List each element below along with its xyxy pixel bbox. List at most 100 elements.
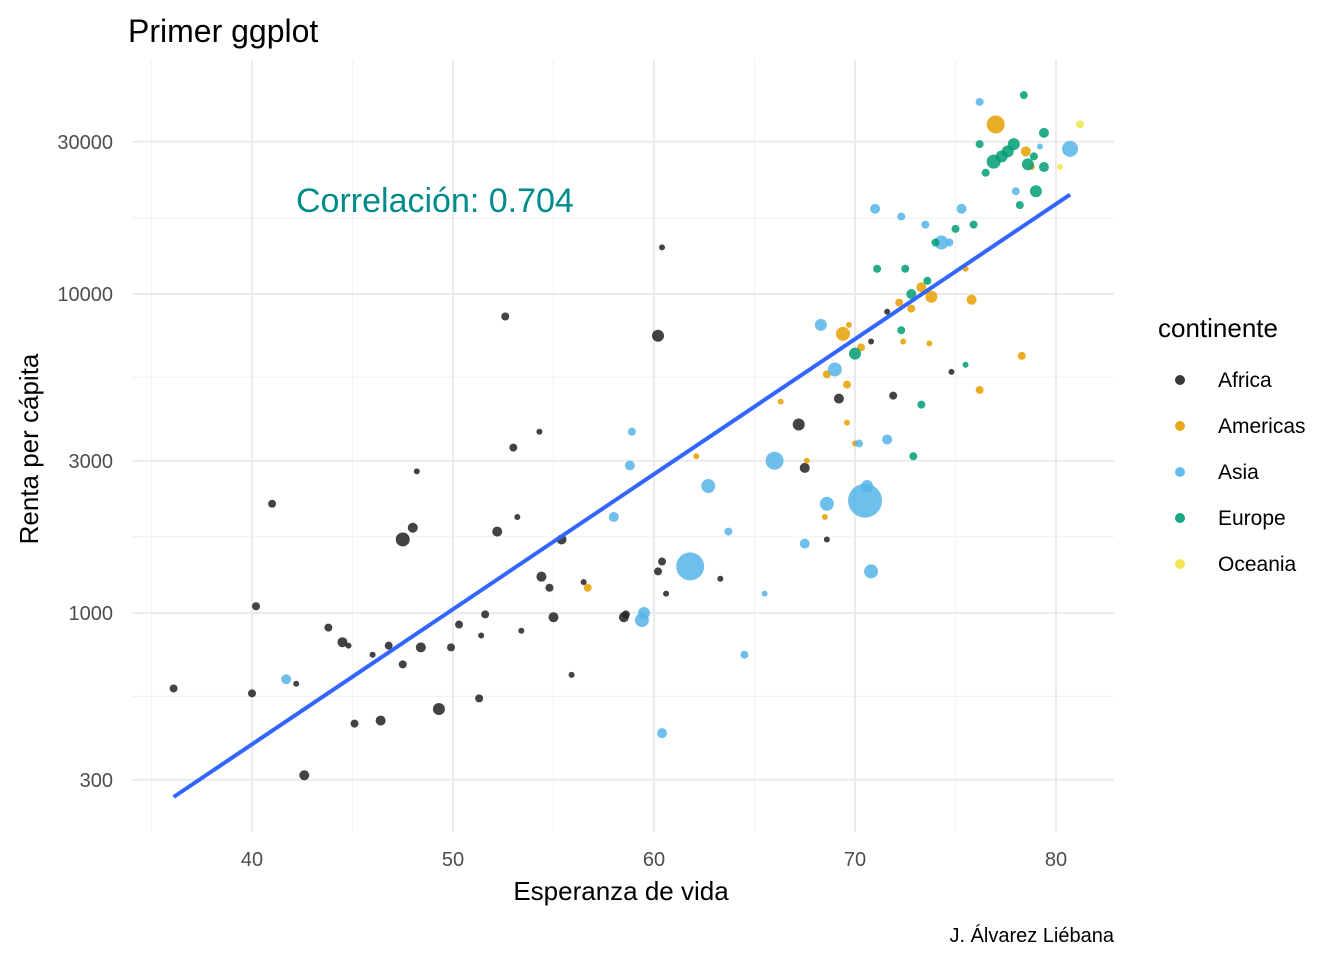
point-asia bbox=[956, 203, 967, 214]
x-tick-label: 80 bbox=[1045, 849, 1067, 871]
point-asia bbox=[657, 728, 668, 739]
point-asia bbox=[855, 439, 864, 448]
point-africa bbox=[509, 443, 518, 452]
point-americas bbox=[777, 398, 784, 405]
point-asia bbox=[740, 650, 749, 659]
point-africa bbox=[415, 642, 426, 653]
point-asia bbox=[864, 564, 879, 579]
y-tick-label: 300 bbox=[80, 770, 113, 792]
point-africa bbox=[407, 522, 418, 533]
point-africa bbox=[481, 610, 490, 619]
point-europe bbox=[1021, 158, 1034, 171]
point-africa bbox=[652, 329, 665, 342]
point-americas bbox=[966, 294, 977, 305]
point-africa bbox=[884, 308, 891, 315]
point-africa bbox=[659, 244, 666, 251]
point-asia bbox=[608, 511, 619, 522]
point-africa bbox=[345, 642, 352, 649]
point-africa bbox=[658, 557, 667, 566]
point-americas bbox=[1017, 351, 1026, 360]
point-asia bbox=[624, 460, 635, 471]
point-asia bbox=[637, 607, 650, 619]
point-africa bbox=[299, 770, 310, 781]
point-africa bbox=[455, 620, 464, 629]
point-asia bbox=[934, 235, 949, 250]
point-africa bbox=[792, 418, 805, 431]
point-asia bbox=[627, 427, 636, 436]
point-africa bbox=[475, 694, 484, 703]
point-oceania bbox=[1076, 120, 1085, 129]
point-asia bbox=[848, 483, 883, 518]
y-tick-label: 10000 bbox=[57, 284, 113, 306]
point-africa bbox=[545, 583, 554, 592]
point-americas bbox=[821, 513, 828, 520]
point-asia bbox=[1011, 187, 1020, 196]
point-africa bbox=[833, 393, 844, 404]
point-africa bbox=[337, 637, 348, 648]
point-asia bbox=[1062, 140, 1079, 157]
point-asia bbox=[870, 203, 881, 214]
point-africa bbox=[375, 715, 386, 726]
point-europe bbox=[909, 452, 918, 461]
point-europe bbox=[1029, 152, 1038, 161]
point-asia bbox=[814, 318, 827, 331]
point-europe bbox=[923, 276, 932, 285]
point-asia bbox=[897, 212, 906, 221]
point-africa bbox=[654, 567, 663, 576]
legend-label-asia: Asia bbox=[1218, 461, 1259, 484]
point-africa bbox=[518, 627, 525, 634]
legend-items: Africa Americas Asia Europe Oceania bbox=[1175, 369, 1306, 576]
point-africa bbox=[823, 536, 830, 543]
x-axis-ticks: 40 50 60 70 80 bbox=[241, 849, 1067, 871]
x-tick-label: 70 bbox=[844, 849, 866, 871]
y-tick-label: 3000 bbox=[69, 451, 114, 473]
point-europe bbox=[969, 220, 978, 229]
chart-title: Primer ggplot bbox=[128, 13, 318, 49]
point-africa bbox=[395, 532, 410, 547]
point-africa bbox=[350, 719, 359, 728]
point-europe bbox=[901, 264, 910, 273]
point-asia bbox=[1036, 143, 1043, 150]
x-tick-label: 60 bbox=[643, 849, 665, 871]
point-europe bbox=[906, 289, 917, 299]
point-asia bbox=[975, 97, 984, 106]
point-africa bbox=[514, 513, 521, 520]
point-asia bbox=[861, 480, 874, 493]
point-americas bbox=[975, 386, 984, 395]
point-americas bbox=[693, 453, 700, 460]
point-africa bbox=[948, 368, 955, 375]
point-americas bbox=[900, 338, 907, 345]
point-europe bbox=[897, 326, 906, 335]
point-europe bbox=[849, 347, 861, 360]
point-europe bbox=[1015, 201, 1024, 210]
point-americas bbox=[843, 419, 850, 426]
point-africa bbox=[868, 338, 875, 345]
point-africa bbox=[536, 571, 547, 582]
point-africa bbox=[492, 526, 503, 537]
point-asia bbox=[799, 538, 810, 549]
point-europe bbox=[975, 140, 984, 149]
point-africa bbox=[501, 312, 510, 321]
point-europe bbox=[1038, 162, 1049, 173]
point-americas bbox=[803, 457, 810, 464]
point-asia bbox=[676, 552, 705, 581]
legend-key-europe bbox=[1175, 513, 1185, 523]
caption: J. Álvarez Liébana bbox=[949, 924, 1114, 947]
x-tick-label: 40 bbox=[241, 849, 263, 871]
x-tick-label: 50 bbox=[442, 849, 464, 871]
point-africa bbox=[252, 602, 261, 611]
point-americas bbox=[1020, 146, 1031, 157]
grid bbox=[132, 60, 1114, 832]
point-europe bbox=[981, 168, 990, 177]
point-europe bbox=[1019, 91, 1028, 100]
point-africa bbox=[799, 462, 810, 473]
trend-line bbox=[172, 192, 1072, 799]
point-americas bbox=[895, 298, 904, 307]
point-asia bbox=[882, 434, 893, 445]
point-africa bbox=[268, 499, 277, 508]
point-asia bbox=[765, 451, 784, 470]
point-oceania bbox=[1057, 164, 1064, 171]
point-europe bbox=[1007, 138, 1020, 151]
point-asia bbox=[701, 479, 716, 494]
